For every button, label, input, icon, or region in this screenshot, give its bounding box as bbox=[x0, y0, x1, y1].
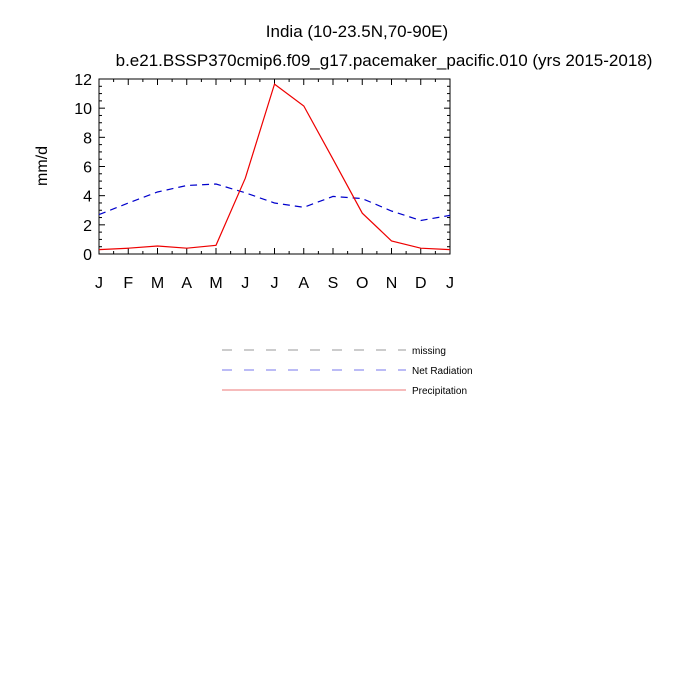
x-tick-label: N bbox=[386, 275, 398, 292]
y-tick-label: 4 bbox=[83, 189, 92, 206]
series-line-0 bbox=[98, 183, 451, 222]
series-point-1 bbox=[273, 83, 275, 85]
legend: missing Net Radiation Precipitation bbox=[222, 346, 473, 397]
legend-label: Precipitation bbox=[412, 386, 467, 397]
series-point-1 bbox=[420, 247, 422, 249]
series-point-0 bbox=[156, 191, 158, 193]
series-point-0 bbox=[273, 202, 275, 204]
x-tick-label: J bbox=[95, 275, 103, 292]
series-point-0 bbox=[449, 214, 451, 216]
series-point-1 bbox=[361, 212, 363, 214]
plot-frame bbox=[98, 78, 451, 255]
series-point-0 bbox=[186, 184, 188, 186]
series-point-0 bbox=[361, 197, 363, 199]
y-tick-label: 10 bbox=[74, 101, 92, 118]
series-point-1 bbox=[215, 244, 217, 246]
x-tick-label: F bbox=[123, 275, 133, 292]
series-line-1 bbox=[98, 83, 451, 251]
series-point-0 bbox=[332, 195, 334, 197]
y-tick-label: 6 bbox=[83, 160, 92, 177]
y-tick-label: 0 bbox=[83, 247, 92, 264]
legend-label: missing bbox=[412, 346, 446, 357]
series-point-0 bbox=[303, 206, 305, 208]
series-point-1 bbox=[156, 245, 158, 247]
x-tick-label: O bbox=[356, 275, 368, 292]
chart-subtitle: b.e21.BSSP370cmip6.f09_g17.pacemaker_pac… bbox=[116, 51, 653, 70]
series-point-1 bbox=[98, 248, 100, 250]
y-axis-label: mm/d bbox=[34, 146, 51, 186]
x-tick-label: M bbox=[151, 275, 164, 292]
x-tick-label: A bbox=[298, 275, 309, 292]
x-tick-label: S bbox=[328, 275, 339, 292]
y-tick-label: 2 bbox=[83, 218, 92, 235]
series-point-0 bbox=[215, 183, 217, 185]
legend-label: Net Radiation bbox=[412, 366, 473, 377]
series-point-1 bbox=[449, 248, 451, 250]
x-tick-label: M bbox=[209, 275, 222, 292]
series-point-1 bbox=[303, 105, 305, 107]
series-point-0 bbox=[98, 213, 100, 215]
x-tick-label: A bbox=[181, 275, 192, 292]
series-point-0 bbox=[390, 210, 392, 212]
series-point-1 bbox=[332, 158, 334, 160]
x-tick-label: J bbox=[446, 275, 454, 292]
chart-title: India (10-23.5N,70-90E) bbox=[266, 22, 448, 41]
series-point-1 bbox=[244, 177, 246, 179]
x-tick-label: J bbox=[241, 275, 249, 292]
series-point-0 bbox=[244, 192, 246, 194]
series-point-0 bbox=[420, 219, 422, 221]
series-point-1 bbox=[390, 240, 392, 242]
x-tick-label: J bbox=[271, 275, 279, 292]
y-tick-label: 12 bbox=[74, 72, 92, 89]
x-tick-label: D bbox=[415, 275, 427, 292]
series-point-1 bbox=[127, 247, 129, 249]
series-point-1 bbox=[186, 247, 188, 249]
y-tick-label: 8 bbox=[83, 130, 92, 147]
series-point-0 bbox=[127, 202, 129, 204]
